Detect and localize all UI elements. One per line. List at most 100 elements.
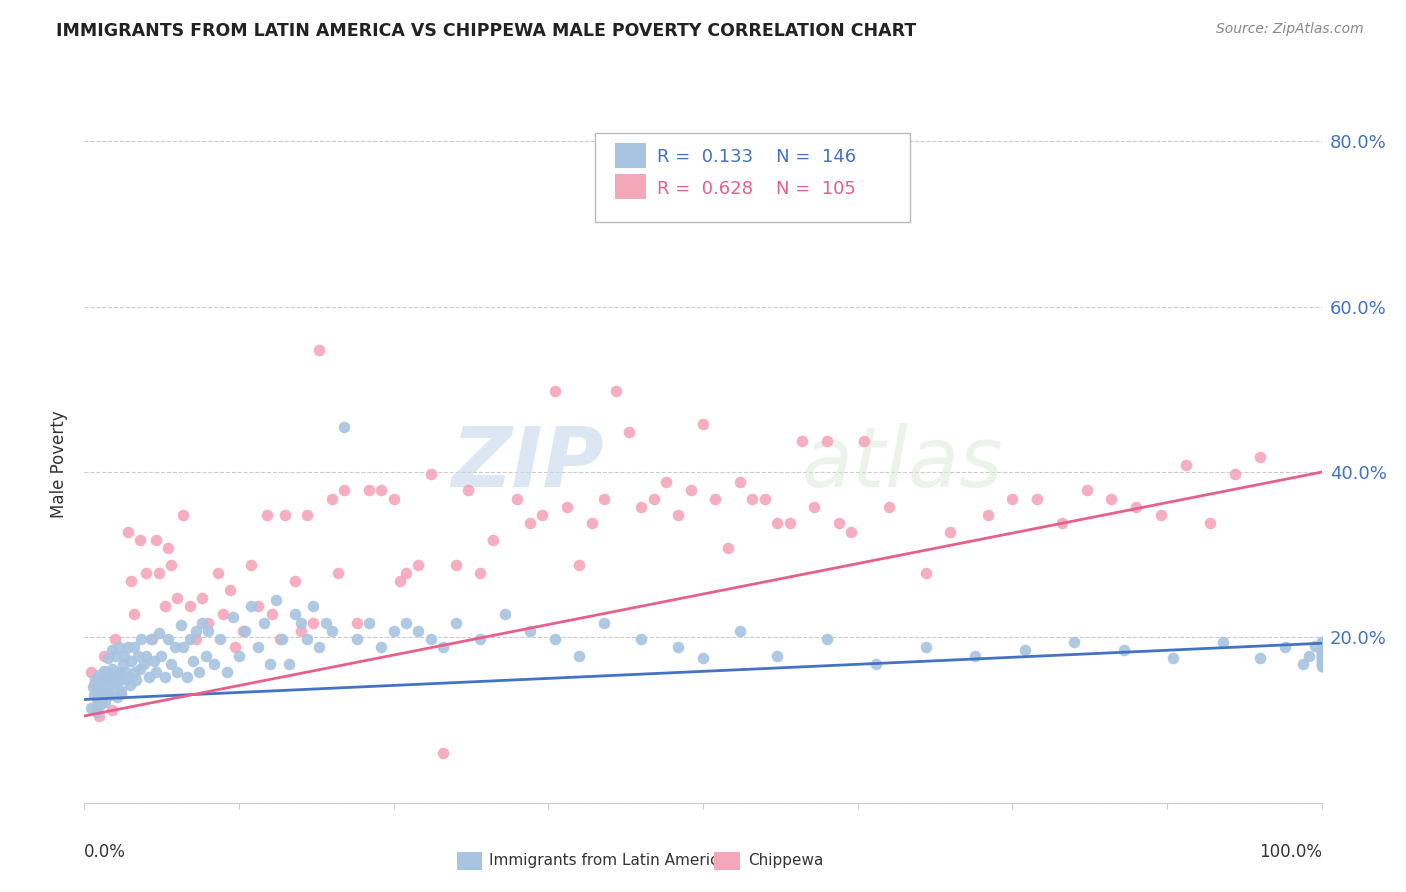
Point [110,673,132,688]
Point [117,640,139,655]
Point [470,632,492,646]
Point [382,491,405,506]
Point [395,615,418,630]
Point [1310,659,1333,673]
Point [157,632,180,646]
Point [1310,659,1333,673]
Point [1150,508,1173,522]
Point [679,483,702,498]
Point [269,632,291,646]
Point [877,500,900,514]
Point [93,664,115,678]
Point [188,665,211,680]
Point [209,632,232,646]
Point [240,599,263,613]
Point [1212,634,1234,648]
Point [1310,645,1333,659]
Point [568,558,591,572]
Point [264,593,287,607]
Point [277,657,299,671]
Point [184,624,207,638]
Point [179,599,201,613]
Point [692,417,714,432]
Text: 0.0%: 0.0% [84,843,127,861]
Point [233,624,256,638]
Point [83,689,105,703]
Point [543,632,565,646]
Point [1310,643,1333,657]
Point [419,467,441,481]
Point [1026,491,1049,506]
Point [246,640,269,655]
Point [129,632,152,646]
Point [135,566,157,580]
Point [122,607,145,622]
Point [170,618,193,632]
Point [357,615,380,630]
Point [96,665,118,680]
Text: Chippewa: Chippewa [748,854,824,868]
Point [259,657,281,671]
Point [1099,491,1122,506]
Point [89,709,111,723]
Y-axis label: Male Poverty: Male Poverty [51,410,69,517]
Point [93,681,115,696]
Point [321,624,343,638]
Point [408,624,430,638]
Point [581,516,603,531]
Point [86,705,108,719]
Point [86,697,108,711]
Point [321,491,343,506]
Point [253,615,276,630]
Point [117,524,139,539]
Point [118,670,141,684]
Point [728,475,751,489]
Point [790,434,813,448]
Point [228,648,250,663]
Point [1310,637,1333,651]
Point [766,516,789,531]
Point [87,692,110,706]
Point [160,657,183,671]
Point [815,434,838,448]
Point [630,632,652,646]
Point [1310,648,1333,663]
Point [506,491,529,506]
Point [262,607,284,622]
Point [1292,657,1315,671]
Point [692,651,714,665]
Point [290,615,312,630]
Point [112,648,135,663]
Point [370,640,392,655]
Point [519,624,541,638]
Point [1310,634,1333,648]
Point [132,657,155,671]
Point [1014,643,1036,657]
Point [754,491,776,506]
Point [779,516,801,531]
Point [1199,516,1222,531]
Point [89,698,111,713]
Point [1125,500,1147,514]
Point [110,684,132,698]
Point [181,654,204,668]
Point [125,673,148,688]
Point [184,632,207,646]
Point [97,651,120,665]
Point [1249,450,1271,465]
Text: Source: ZipAtlas.com: Source: ZipAtlas.com [1216,22,1364,37]
Point [333,419,356,434]
Point [457,483,479,498]
Point [129,662,152,676]
Point [115,665,138,680]
Point [79,665,101,680]
Point [191,591,214,605]
Point [105,690,128,704]
Point [153,670,176,684]
Point [191,615,214,630]
Point [1310,643,1333,657]
Point [89,667,111,681]
Point [605,384,627,398]
Point [110,687,132,701]
Point [274,508,297,522]
